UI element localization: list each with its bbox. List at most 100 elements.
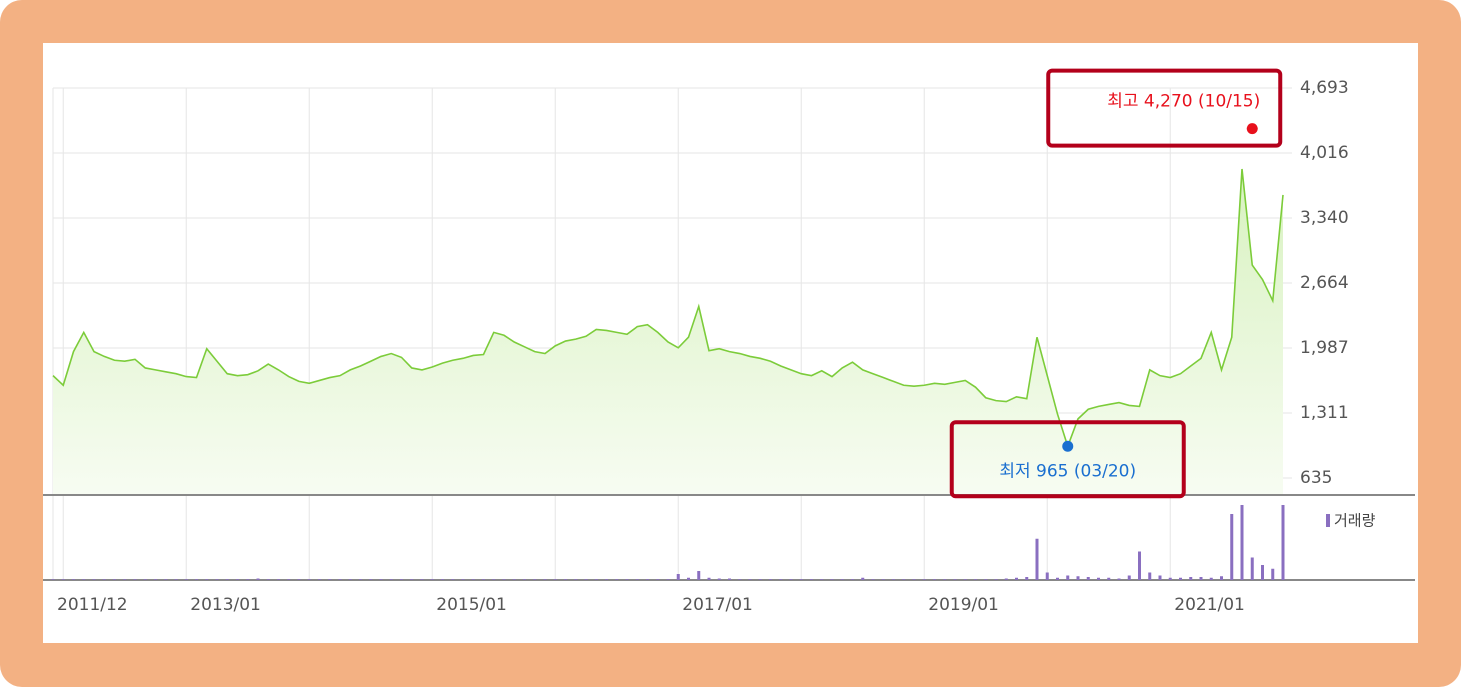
volume-bar <box>205 579 209 580</box>
volume-bar <box>933 579 936 580</box>
volume-bar <box>359 579 362 580</box>
y-tick-label: 4,693 <box>1300 78 1349 98</box>
volume-bar <box>666 579 670 580</box>
volume-bar <box>1004 578 1008 580</box>
volume-bar <box>625 579 629 580</box>
volume-bar <box>871 579 875 580</box>
volume-bar <box>1250 557 1254 580</box>
volume-bar <box>769 579 772 580</box>
volume-bar <box>369 579 373 580</box>
volume-bar <box>379 579 383 580</box>
volume-bar <box>164 579 168 580</box>
volume-bar <box>246 579 250 580</box>
legend-swatch <box>1326 514 1330 527</box>
volume-bar <box>174 579 178 580</box>
panel <box>43 43 1418 643</box>
volume-bar <box>861 577 865 580</box>
volume-bar <box>656 579 660 580</box>
volume-bar <box>471 579 475 580</box>
volume-bar <box>328 579 332 580</box>
volume-bar <box>338 579 342 580</box>
volume-bar <box>277 579 280 580</box>
volume-bar <box>748 579 752 580</box>
volume-bar <box>738 579 742 580</box>
volume-bar <box>102 579 106 580</box>
volume-bar <box>1281 505 1285 580</box>
volume-bar <box>348 579 352 580</box>
volume-bar <box>1158 575 1162 580</box>
volume-bar <box>1066 575 1070 580</box>
legend-label: 거래량 <box>1334 512 1376 530</box>
volume-bar <box>492 579 496 580</box>
volume-bar <box>851 579 854 580</box>
volume-bar <box>594 579 598 580</box>
volume-bar <box>830 579 834 580</box>
volume-bar <box>1045 572 1049 580</box>
y-tick-label: 1,987 <box>1300 338 1349 358</box>
volume-bar <box>441 579 444 580</box>
volume-bar <box>1025 577 1029 580</box>
annotation-marker <box>1246 123 1258 135</box>
volume-bar <box>154 579 157 580</box>
volume-bar <box>892 579 895 580</box>
volume-bar <box>400 579 403 580</box>
volume-bar <box>820 579 824 580</box>
volume-bar <box>840 579 844 580</box>
volume-bar <box>410 579 414 580</box>
volume-bar <box>1127 575 1131 580</box>
x-tick-label: 2011/12 <box>57 595 128 615</box>
volume-bar <box>1230 514 1234 580</box>
volume-bar <box>92 579 96 580</box>
volume-bar <box>912 579 916 580</box>
y-tick-label: 2,664 <box>1300 273 1349 293</box>
volume-bar <box>461 579 465 580</box>
volume-bar <box>389 579 393 580</box>
x-tick-label: 2013/01 <box>190 595 261 615</box>
volume-bar <box>646 579 649 580</box>
volume-bar <box>922 579 926 580</box>
volume-bar <box>574 579 578 580</box>
volume-bar <box>584 579 588 580</box>
volume-bar <box>318 579 321 580</box>
volume-bar <box>810 579 813 580</box>
volume-bar <box>236 579 239 580</box>
volume-bar <box>984 579 988 580</box>
volume-bar <box>1138 551 1141 580</box>
price-line <box>52 168 1284 449</box>
volume-bar <box>307 579 311 580</box>
volume-bar <box>225 579 229 580</box>
volume-bar <box>758 579 762 580</box>
volume-bar <box>512 579 516 580</box>
x-tick-label: 2019/01 <box>928 595 999 615</box>
volume-bar <box>1035 538 1039 580</box>
volume-bar <box>974 579 977 580</box>
volume-bar <box>215 579 219 580</box>
volume-bar <box>953 579 957 580</box>
area <box>53 169 1283 496</box>
volume-bar <box>143 579 147 580</box>
volume-bar <box>943 579 947 580</box>
volume-bar <box>1086 577 1090 580</box>
y-tick-label: 635 <box>1300 468 1332 488</box>
y-tick-label: 3,340 <box>1300 208 1349 228</box>
volume-bar <box>113 579 116 580</box>
volume-bar <box>133 579 137 580</box>
volume-bar <box>1107 577 1111 580</box>
volume-bar <box>1148 572 1152 580</box>
volume-bar <box>297 579 301 580</box>
volume-bar <box>1076 576 1080 580</box>
volume-bar <box>564 579 567 580</box>
volume-bar <box>1240 505 1244 580</box>
volume-bar <box>184 579 188 580</box>
highlight-box <box>1046 68 1283 148</box>
volume-bar <box>1209 577 1213 580</box>
volume-bar <box>72 579 75 580</box>
volume-bar <box>1015 577 1018 580</box>
volume-bar <box>502 579 506 580</box>
volume-bar <box>420 579 424 580</box>
volume-bar <box>123 579 127 580</box>
volume-bar <box>799 579 803 580</box>
volume-bar <box>779 579 783 580</box>
y-tick-label: 1,311 <box>1300 403 1349 423</box>
